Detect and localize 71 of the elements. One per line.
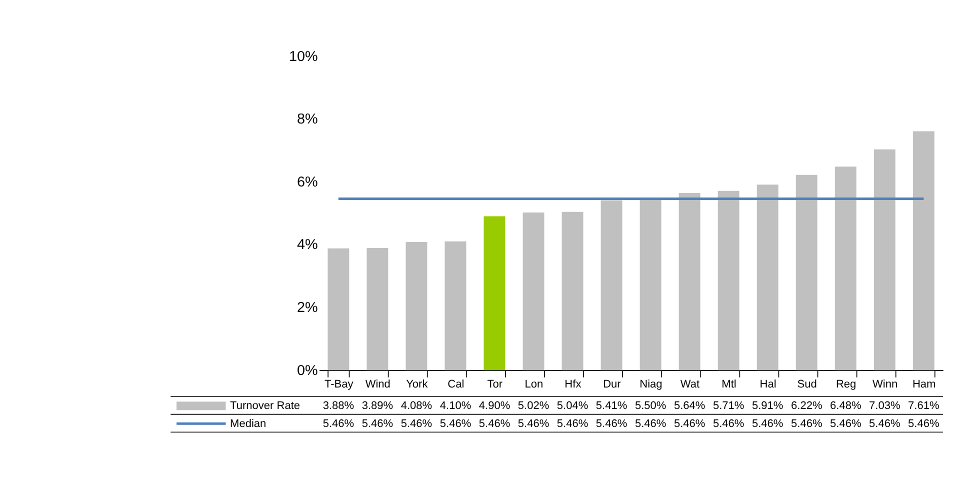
- data-label: 5.46%: [478, 418, 510, 430]
- data-label: 5.64%: [674, 400, 706, 412]
- bar: [874, 149, 896, 370]
- data-label: 5.46%: [634, 418, 666, 430]
- data-label: 5.46%: [596, 418, 628, 430]
- bar: [484, 216, 506, 370]
- x-tick-label: York: [406, 378, 428, 391]
- bar: [406, 242, 428, 370]
- x-tick-label: Wind: [365, 378, 390, 391]
- data-label: 5.46%: [712, 418, 744, 430]
- y-tick-label: 6%: [297, 174, 318, 190]
- y-tick-label: 2%: [297, 300, 318, 316]
- data-label: 5.91%: [752, 400, 784, 412]
- bar: [444, 241, 466, 370]
- data-label: 5.46%: [518, 418, 550, 430]
- x-tick-label: Dur: [603, 378, 622, 391]
- x-tick-label: Ham: [912, 378, 936, 391]
- data-label: 5.46%: [674, 418, 706, 430]
- bar: [834, 166, 856, 370]
- data-label: 5.41%: [596, 400, 628, 412]
- bar: [756, 184, 778, 370]
- data-label: 5.46%: [790, 418, 822, 430]
- x-tick-label: Wat: [680, 378, 700, 391]
- bar: [912, 131, 934, 370]
- data-label: 4.10%: [440, 400, 472, 412]
- y-tick-label: 10%: [289, 48, 318, 65]
- bar: [796, 174, 818, 370]
- x-tick-label: Reg: [836, 378, 856, 391]
- data-label: 5.02%: [518, 400, 550, 412]
- x-tick-label: Tor: [487, 378, 503, 391]
- x-tick-label: Cal: [448, 378, 464, 391]
- bar: [600, 200, 622, 370]
- data-label: 4.08%: [400, 400, 432, 412]
- data-label: 3.88%: [322, 400, 354, 412]
- data-label: 5.46%: [440, 418, 472, 430]
- x-tick-label: Lon: [524, 378, 544, 391]
- bar: [718, 190, 740, 370]
- legend-label: Median: [230, 418, 266, 430]
- x-tick-label: Niag: [640, 378, 662, 391]
- x-tick-label: Mtl: [722, 378, 736, 391]
- data-label: 5.50%: [634, 400, 666, 412]
- data-label: 5.46%: [908, 418, 940, 430]
- bar: [522, 212, 544, 370]
- bar: [562, 212, 584, 370]
- data-label: 5.46%: [400, 418, 432, 430]
- data-label: 5.46%: [869, 418, 900, 430]
- data-label: 3.89%: [362, 400, 394, 412]
- x-tick-label: Hal: [760, 378, 776, 391]
- y-tick-label: 8%: [297, 112, 318, 128]
- data-label: 5.46%: [322, 418, 354, 430]
- x-tick-label: Hfx: [564, 378, 582, 391]
- x-tick-label: Winn: [872, 378, 898, 391]
- y-tick-label: 0%: [297, 362, 318, 379]
- data-label: 5.46%: [752, 418, 784, 430]
- bar: [366, 248, 388, 370]
- legend-label: Turnover Rate: [230, 400, 300, 412]
- data-label: 5.46%: [362, 418, 394, 430]
- y-tick-label: 4%: [297, 237, 318, 254]
- data-label: 6.22%: [790, 400, 822, 412]
- data-label: 7.03%: [869, 400, 900, 412]
- data-label: 5.46%: [830, 418, 862, 430]
- bar: [328, 248, 350, 370]
- data-label: 7.61%: [908, 400, 940, 412]
- data-label: 6.48%: [830, 400, 862, 412]
- data-label: 4.90%: [478, 400, 510, 412]
- data-label: 5.46%: [556, 418, 588, 430]
- x-tick-label: Sud: [797, 378, 817, 391]
- data-label: 5.71%: [712, 400, 744, 412]
- x-tick-label: T-Bay: [324, 378, 354, 391]
- bar: [678, 193, 700, 370]
- data-label: 5.04%: [556, 400, 588, 412]
